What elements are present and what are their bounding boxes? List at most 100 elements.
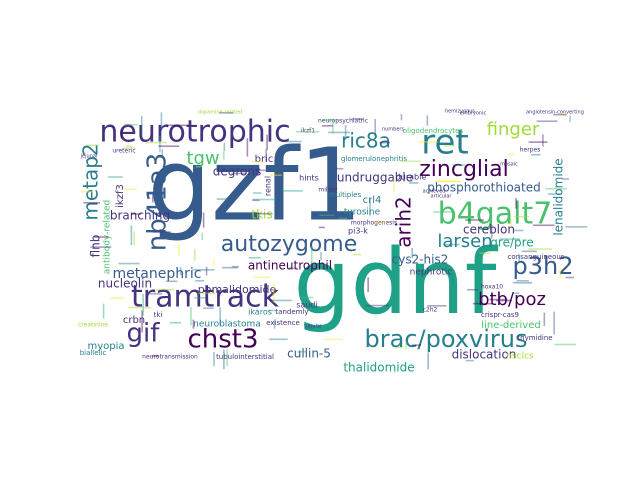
tiny-word-mark bbox=[166, 124, 190, 127]
tiny-word-mark bbox=[201, 232, 204, 240]
tiny-word-mark bbox=[161, 149, 164, 159]
tiny-word-mark bbox=[536, 120, 558, 123]
cloud-word: existence bbox=[266, 319, 300, 327]
tiny-word-mark bbox=[433, 211, 456, 213]
cloud-word: angiotensin-converting bbox=[526, 110, 584, 116]
cloud-word: gdnf bbox=[294, 230, 499, 335]
tiny-word-mark bbox=[512, 292, 520, 295]
tiny-word-mark bbox=[515, 198, 517, 209]
cloud-word: arih2 bbox=[392, 196, 416, 247]
tiny-word-mark bbox=[193, 248, 196, 261]
cloud-word: brac/poxvirus bbox=[365, 325, 528, 353]
tiny-word-mark bbox=[528, 141, 548, 143]
tiny-word-mark bbox=[319, 214, 334, 217]
cloud-word: branching bbox=[110, 209, 170, 223]
tiny-word-mark bbox=[254, 212, 273, 215]
cloud-word: lenalidomide bbox=[552, 158, 566, 235]
cloud-word: myopia bbox=[87, 341, 124, 352]
tiny-word-mark bbox=[128, 306, 152, 309]
tiny-word-mark bbox=[219, 112, 234, 114]
cloud-word: p3h2 bbox=[513, 252, 574, 280]
cloud-word: chst3 bbox=[187, 325, 258, 355]
tiny-word-mark bbox=[273, 319, 276, 329]
tiny-word-mark bbox=[465, 359, 474, 362]
tiny-word-mark bbox=[231, 265, 239, 268]
cloud-word: ikzf3 bbox=[115, 184, 126, 208]
cloud-word: flnb bbox=[89, 235, 103, 258]
tiny-word-mark bbox=[179, 267, 182, 276]
cloud-word: zincglial bbox=[419, 157, 508, 182]
cloud-word: pi3-k bbox=[348, 227, 368, 236]
cloud-word: dislocation bbox=[452, 348, 517, 362]
tiny-word-mark bbox=[212, 259, 215, 266]
tiny-word-mark bbox=[223, 150, 225, 160]
cloud-word: hemizygous bbox=[445, 109, 475, 115]
tiny-word-mark bbox=[252, 192, 262, 194]
cloud-word: ikaros bbox=[248, 308, 272, 317]
cloud-word: tki bbox=[154, 311, 163, 319]
cloud-word: ret bbox=[421, 123, 468, 163]
word-cloud-small-words bbox=[80, 112, 588, 370]
tiny-word-mark bbox=[569, 115, 571, 122]
cloud-word: nsclcs bbox=[506, 352, 534, 362]
tiny-word-mark bbox=[322, 125, 334, 127]
tiny-word-mark bbox=[565, 226, 588, 228]
cloud-word: crispr-cas9 bbox=[481, 311, 519, 319]
tiny-word-mark bbox=[490, 224, 493, 239]
tiny-word-mark bbox=[418, 141, 438, 143]
cloud-word: oligodendrocytes bbox=[403, 127, 464, 135]
tiny-word-mark bbox=[190, 307, 192, 326]
cloud-word: cys2-his2 bbox=[392, 253, 449, 267]
tiny-word-mark bbox=[472, 302, 494, 305]
tiny-word-mark bbox=[489, 298, 508, 301]
cloud-word: morphogenesis bbox=[351, 220, 397, 227]
tiny-word-mark bbox=[141, 310, 143, 333]
tiny-word-mark bbox=[374, 221, 387, 224]
cloud-word: herpes bbox=[520, 147, 541, 154]
cloud-word: dopamine-related bbox=[198, 110, 242, 116]
tiny-word-mark bbox=[123, 188, 138, 190]
tiny-word-mark bbox=[495, 299, 512, 302]
tiny-word-mark bbox=[409, 182, 419, 184]
tiny-word-mark bbox=[324, 338, 343, 341]
tiny-word-mark bbox=[142, 294, 144, 316]
tiny-word-mark bbox=[169, 321, 182, 324]
cloud-word: neurotrophic bbox=[99, 115, 290, 150]
tiny-word-mark bbox=[559, 267, 562, 279]
tiny-word-mark bbox=[223, 349, 225, 370]
cloud-word: creatinine bbox=[78, 322, 108, 329]
cloud-word: hoxa10 bbox=[481, 284, 503, 291]
tiny-word-mark bbox=[231, 172, 247, 175]
cloud-word: antineutrophil bbox=[248, 259, 332, 273]
cloud-word: mosaic bbox=[500, 162, 518, 168]
tiny-word-mark bbox=[318, 226, 325, 229]
tiny-word-mark bbox=[400, 160, 422, 163]
tiny-word-mark bbox=[219, 307, 221, 326]
cloud-word: ureteric bbox=[112, 148, 135, 155]
tiny-word-mark bbox=[452, 164, 465, 166]
cloud-word: tyrosine bbox=[344, 208, 381, 218]
tiny-word-mark bbox=[411, 344, 421, 346]
cloud-word: bric bbox=[255, 154, 274, 165]
tiny-word-mark bbox=[435, 180, 460, 183]
tiny-word-mark bbox=[94, 236, 109, 238]
tiny-word-mark bbox=[328, 131, 350, 134]
tiny-word-mark bbox=[510, 219, 513, 227]
tiny-word-mark bbox=[444, 243, 460, 246]
tiny-word-mark bbox=[159, 135, 161, 153]
cloud-word: milder bbox=[318, 187, 338, 194]
cloud-word: crbn bbox=[123, 315, 145, 326]
tiny-word-mark bbox=[145, 292, 163, 295]
tiny-word-mark bbox=[269, 338, 288, 341]
cloud-word: biallelic bbox=[80, 349, 107, 357]
tiny-word-mark bbox=[246, 138, 249, 157]
tiny-word-mark bbox=[400, 113, 403, 121]
tiny-word-mark bbox=[133, 231, 136, 245]
tiny-word-mark bbox=[266, 134, 268, 150]
tiny-word-mark bbox=[265, 149, 267, 162]
tiny-word-mark bbox=[427, 305, 447, 307]
tiny-word-mark bbox=[205, 266, 208, 276]
tiny-word-mark bbox=[140, 115, 143, 137]
cloud-word: finger bbox=[487, 119, 540, 140]
